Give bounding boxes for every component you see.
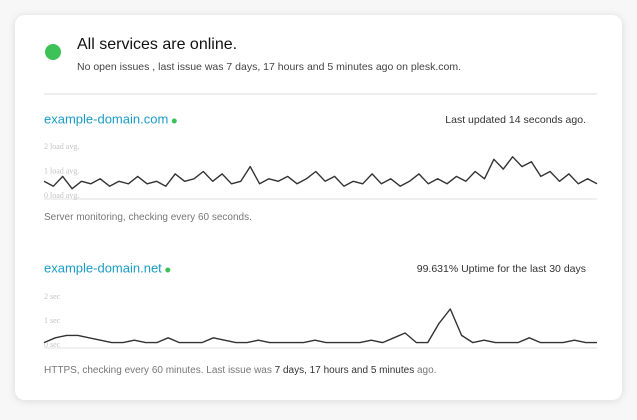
line-series [43,308,597,344]
y-tick-label: 0 sec [44,340,61,349]
monitor-footer: HTTPS, checking every 60 minutes. Last i… [44,365,436,376]
y-tick-label: 2 load avg. [44,142,79,151]
header-title: All services are online. [77,36,237,53]
y-tick-label: 1 sec [44,316,61,325]
monitor-status: Last updated 14 seconds ago. [445,114,586,126]
monitor-name: example-domain.net [44,260,162,275]
monitor-status: 99.631% Uptime for the last 30 days [417,263,586,275]
footer-text: 7 days, 17 hours and 5 minutes [275,365,415,376]
status-dot [45,44,61,60]
monitor-status-dot [171,118,177,124]
card [15,15,622,400]
footer-text: Server monitoring, checking every 60 sec… [44,212,252,223]
monitor-footer: Server monitoring, checking every 60 sec… [44,212,252,223]
monitor-status-dot [165,267,171,273]
y-tick-label: 0 load avg. [44,191,79,200]
y-tick-label: 2 sec [44,292,61,301]
footer-text: ago. [414,365,436,376]
monitor-name: example-domain.com [44,111,168,126]
line-series [43,156,598,190]
header-subtitle: No open issues , last issue was 7 days, … [77,61,461,73]
y-tick-label: 1 load avg. [44,166,79,175]
footer-text: HTTPS, checking every 60 minutes. Last i… [44,365,275,376]
